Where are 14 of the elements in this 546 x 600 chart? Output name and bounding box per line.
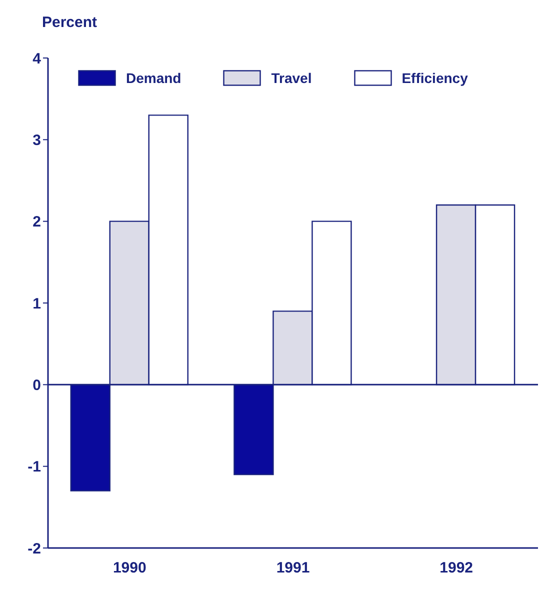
y-tick-label: 2 xyxy=(32,214,41,231)
y-tick-label: -1 xyxy=(28,458,41,476)
x-tick-label: 1990 xyxy=(112,560,146,577)
legend-label: Travel xyxy=(271,70,312,86)
x-tick-label: 1992 xyxy=(440,560,474,577)
y-tick-label: 4 xyxy=(32,50,42,68)
y-tick-label: -2 xyxy=(28,540,41,558)
y-tick-label: 1 xyxy=(32,295,41,312)
y-tick-label: 3 xyxy=(32,132,41,149)
legend-label: Efficiency xyxy=(402,70,468,86)
y-axis-title: Percent xyxy=(42,14,98,31)
y-tick-label: 0 xyxy=(32,376,41,394)
legend-label: Demand xyxy=(126,70,182,86)
x-tick-label: 1991 xyxy=(276,560,310,577)
